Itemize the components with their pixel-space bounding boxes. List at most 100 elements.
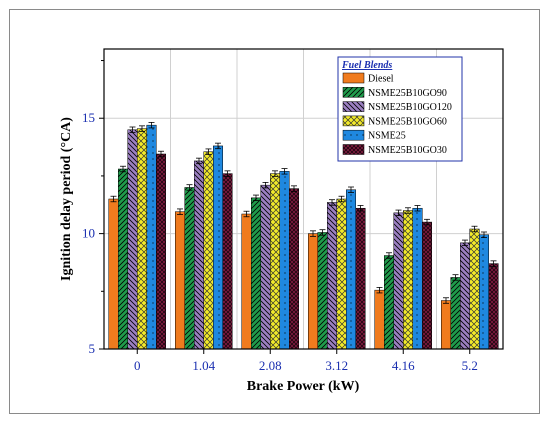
error-bar-5-3 xyxy=(281,168,288,175)
bar-3-3 xyxy=(260,184,271,350)
bar-4-5 xyxy=(403,210,413,350)
bar-5-5 xyxy=(412,207,423,350)
error-bar-2-5 xyxy=(386,252,392,259)
x-tick-label-2: 2.08 xyxy=(259,358,282,373)
x-axis-title: Brake Power (kW) xyxy=(247,379,360,394)
error-bar-3-3 xyxy=(262,181,269,189)
error-bar-1-2 xyxy=(177,208,183,215)
bar-5-1 xyxy=(146,124,157,350)
error-bar-1-1 xyxy=(110,195,117,203)
bar-2-6 xyxy=(450,277,461,350)
x-axis-ticks: 0 1.04 2.08 3.12 4.16 5.2 xyxy=(134,349,478,373)
error-bar-3-2 xyxy=(196,157,202,165)
bar-3-2 xyxy=(194,160,204,350)
bar-2-2 xyxy=(184,187,195,350)
error-bar-1-6 xyxy=(443,297,449,304)
y-tick-label-2: 15 xyxy=(82,110,95,125)
error-bar-3-5 xyxy=(395,209,402,217)
bar-4-6 xyxy=(469,228,480,350)
y-tick-label-0: 5 xyxy=(89,341,96,356)
bar-4-1 xyxy=(137,128,147,350)
bar-2-5 xyxy=(384,255,394,350)
bar-5-4 xyxy=(346,189,356,350)
error-bar-6-5 xyxy=(424,218,430,226)
legend-label-1: Diesel xyxy=(368,74,394,85)
legend-title: Fuel Blends xyxy=(341,60,392,71)
bar-6-4 xyxy=(355,207,366,350)
legend-swatch-6 xyxy=(342,144,365,155)
bar-4-4 xyxy=(336,198,347,350)
legend-label-4: NSME25B10GO60 xyxy=(368,116,447,127)
error-bar-3-6 xyxy=(462,239,468,247)
legend-swatch-3 xyxy=(342,101,365,112)
error-bar-6-4 xyxy=(357,205,364,212)
error-bars xyxy=(110,121,497,304)
legend-swatch-2 xyxy=(342,87,365,98)
bar-6-2 xyxy=(222,173,233,350)
x-tick-label-4: 4.16 xyxy=(392,358,415,373)
bar-4-3 xyxy=(270,173,280,350)
legend-label-2: NSME25B10GO90 xyxy=(368,88,447,99)
bar-3-4 xyxy=(327,202,337,350)
legend-label-3: NSME25B10GO120 xyxy=(368,102,452,113)
error-bar-4-4 xyxy=(338,195,345,203)
bar-3-1 xyxy=(127,129,138,350)
error-bar-6-3 xyxy=(291,185,297,192)
plot-area-border xyxy=(103,48,504,350)
error-bar-6-2 xyxy=(224,170,231,177)
error-bar-5-1 xyxy=(148,121,155,129)
error-bar-5-5 xyxy=(414,205,421,212)
bar-6-6 xyxy=(488,263,499,350)
error-bar-4-5 xyxy=(405,207,411,214)
legend-label-5: NSME25 xyxy=(368,131,406,142)
x-tick-label-3: 3.12 xyxy=(325,358,348,373)
error-bar-6-1 xyxy=(158,150,164,158)
bar-6-5 xyxy=(422,221,432,350)
error-bar-2-1 xyxy=(120,165,126,173)
bar-1-4 xyxy=(308,233,318,350)
x-tick-label-0: 0 xyxy=(134,358,141,373)
error-bar-4-2 xyxy=(205,148,212,155)
error-bar-1-3 xyxy=(243,210,250,218)
bar-1-2 xyxy=(175,211,185,350)
bar-6-1 xyxy=(156,153,166,350)
error-bar-5-2 xyxy=(215,142,221,150)
error-bar-4-1 xyxy=(139,125,145,132)
bar-5-2 xyxy=(213,145,223,350)
bar-2-4 xyxy=(317,232,328,350)
error-bar-1-4 xyxy=(310,230,316,237)
bar-4-2 xyxy=(203,151,214,350)
y-axis-ticks: 5 10 15 xyxy=(82,60,104,356)
error-bar-5-4 xyxy=(348,186,354,193)
legend-swatch-1 xyxy=(342,72,365,84)
bar-2-1 xyxy=(118,168,128,350)
bar-3-5 xyxy=(393,212,404,350)
bar-1-3 xyxy=(241,213,252,350)
bar-5-6 xyxy=(479,234,489,350)
legend-label-6: NSME25B10GO30 xyxy=(368,145,447,156)
error-bar-4-3 xyxy=(272,170,278,177)
bar-3-6 xyxy=(460,242,470,350)
error-bar-5-6 xyxy=(481,231,487,238)
bar-2-3 xyxy=(251,197,261,350)
error-bar-3-1 xyxy=(129,126,136,133)
error-bar-2-6 xyxy=(452,274,459,281)
x-tick-label-1: 1.04 xyxy=(192,358,215,373)
error-bar-6-6 xyxy=(490,260,497,267)
legend-swatch-5 xyxy=(342,129,365,141)
legend: Fuel Blends Diesel NSME25B10GO90 NSME25B10… xyxy=(337,56,463,162)
error-bar-2-2 xyxy=(186,184,193,191)
error-bar-2-4 xyxy=(319,229,326,236)
error-bar-4-6 xyxy=(471,225,478,233)
x-tick-label-5: 5.2 xyxy=(462,358,478,373)
y-tick-label-1: 10 xyxy=(82,226,95,241)
bars xyxy=(108,124,499,350)
error-bar-2-3 xyxy=(253,194,259,202)
error-bar-3-4 xyxy=(329,199,335,206)
legend-swatch-4 xyxy=(342,115,365,127)
error-bar-1-5 xyxy=(376,286,383,294)
bar-5-3 xyxy=(279,171,290,350)
bar-1-1 xyxy=(108,198,119,350)
y-axis-title: Ignition delay period (°CA) xyxy=(59,117,74,281)
